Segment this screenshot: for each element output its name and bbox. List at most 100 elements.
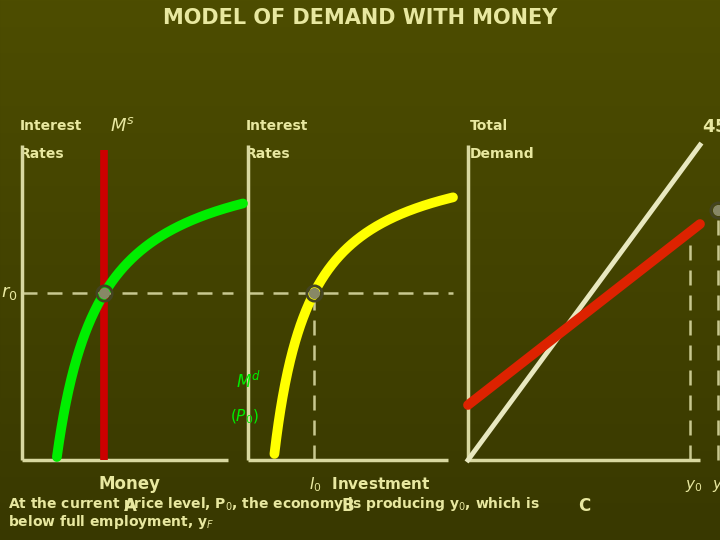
Bar (0, 246, 720, 247)
Bar (0, 15, 720, 16)
Bar (0, 220, 720, 221)
Bar (0, 374, 720, 375)
Bar (0, 264, 720, 265)
Bar (0, 227, 720, 228)
Bar (0, 429, 720, 430)
Bar (0, 96, 720, 97)
Bar (0, 164, 720, 165)
Bar (0, 200, 720, 201)
Bar (0, 386, 720, 387)
Bar (0, 241, 720, 242)
Bar (0, 238, 720, 239)
Text: $M^s$: $M^s$ (110, 117, 135, 135)
Bar (0, 88, 720, 89)
Bar (0, 255, 720, 256)
Bar (0, 33, 720, 34)
Bar (0, 533, 720, 534)
Bar (0, 24, 720, 25)
Bar (0, 294, 720, 295)
Bar (0, 107, 720, 108)
Bar (0, 28, 720, 29)
Bar (0, 469, 720, 470)
Bar (0, 310, 720, 311)
Bar (0, 409, 720, 410)
Bar (0, 466, 720, 467)
Bar (0, 204, 720, 205)
Bar (0, 517, 720, 518)
Bar (0, 234, 720, 235)
Bar (0, 510, 720, 511)
Bar (0, 243, 720, 244)
Bar (0, 202, 720, 203)
Bar (0, 133, 720, 134)
Bar (0, 422, 720, 423)
Bar (0, 237, 720, 238)
Bar (0, 254, 720, 255)
Bar (0, 397, 720, 398)
Bar (0, 13, 720, 14)
Bar (0, 72, 720, 73)
Bar (0, 266, 720, 267)
Bar (0, 100, 720, 101)
Bar (0, 46, 720, 47)
Bar (0, 21, 720, 22)
Bar (0, 282, 720, 283)
Bar (0, 515, 720, 516)
Bar (0, 228, 720, 229)
Bar (0, 511, 720, 512)
Bar (0, 125, 720, 126)
Bar (0, 531, 720, 532)
Bar (0, 357, 720, 358)
Bar (0, 346, 720, 347)
Text: $y_0$  $y_F$  Output: $y_0$ $y_F$ Output (685, 475, 720, 494)
Bar (0, 205, 720, 206)
Bar (0, 119, 720, 120)
Bar (0, 468, 720, 469)
Bar (0, 5, 720, 6)
Bar (0, 358, 720, 359)
Text: $I_0$  Investment: $I_0$ Investment (309, 475, 431, 494)
Bar (0, 490, 720, 491)
Bar (0, 137, 720, 138)
Bar (0, 65, 720, 66)
Bar (0, 501, 720, 502)
Bar (0, 467, 720, 468)
Bar (0, 361, 720, 362)
Bar (0, 34, 720, 35)
Bar (0, 134, 720, 135)
Bar (0, 188, 720, 189)
Bar (0, 2, 720, 3)
Bar (0, 214, 720, 215)
Bar (0, 524, 720, 525)
Bar (0, 392, 720, 393)
Bar (0, 455, 720, 456)
Bar (0, 86, 720, 87)
Bar (0, 413, 720, 414)
Bar (0, 98, 720, 99)
Text: Rates: Rates (246, 147, 291, 161)
Bar (0, 446, 720, 447)
Bar (0, 317, 720, 318)
Bar (0, 279, 720, 280)
Bar (0, 398, 720, 399)
Bar (0, 377, 720, 378)
Bar (0, 157, 720, 158)
Bar (0, 514, 720, 515)
Bar (0, 508, 720, 509)
Text: C: C (578, 497, 590, 515)
Bar (0, 434, 720, 435)
Bar (0, 304, 720, 305)
Bar (0, 85, 720, 86)
Bar (0, 349, 720, 350)
Bar (0, 224, 720, 225)
Bar (0, 47, 720, 48)
Bar (0, 300, 720, 301)
Bar (0, 45, 720, 46)
Bar (0, 381, 720, 382)
Bar (0, 80, 720, 81)
Bar (0, 160, 720, 161)
Bar (0, 147, 720, 148)
Bar (0, 307, 720, 308)
Bar (0, 528, 720, 529)
Bar (0, 344, 720, 345)
